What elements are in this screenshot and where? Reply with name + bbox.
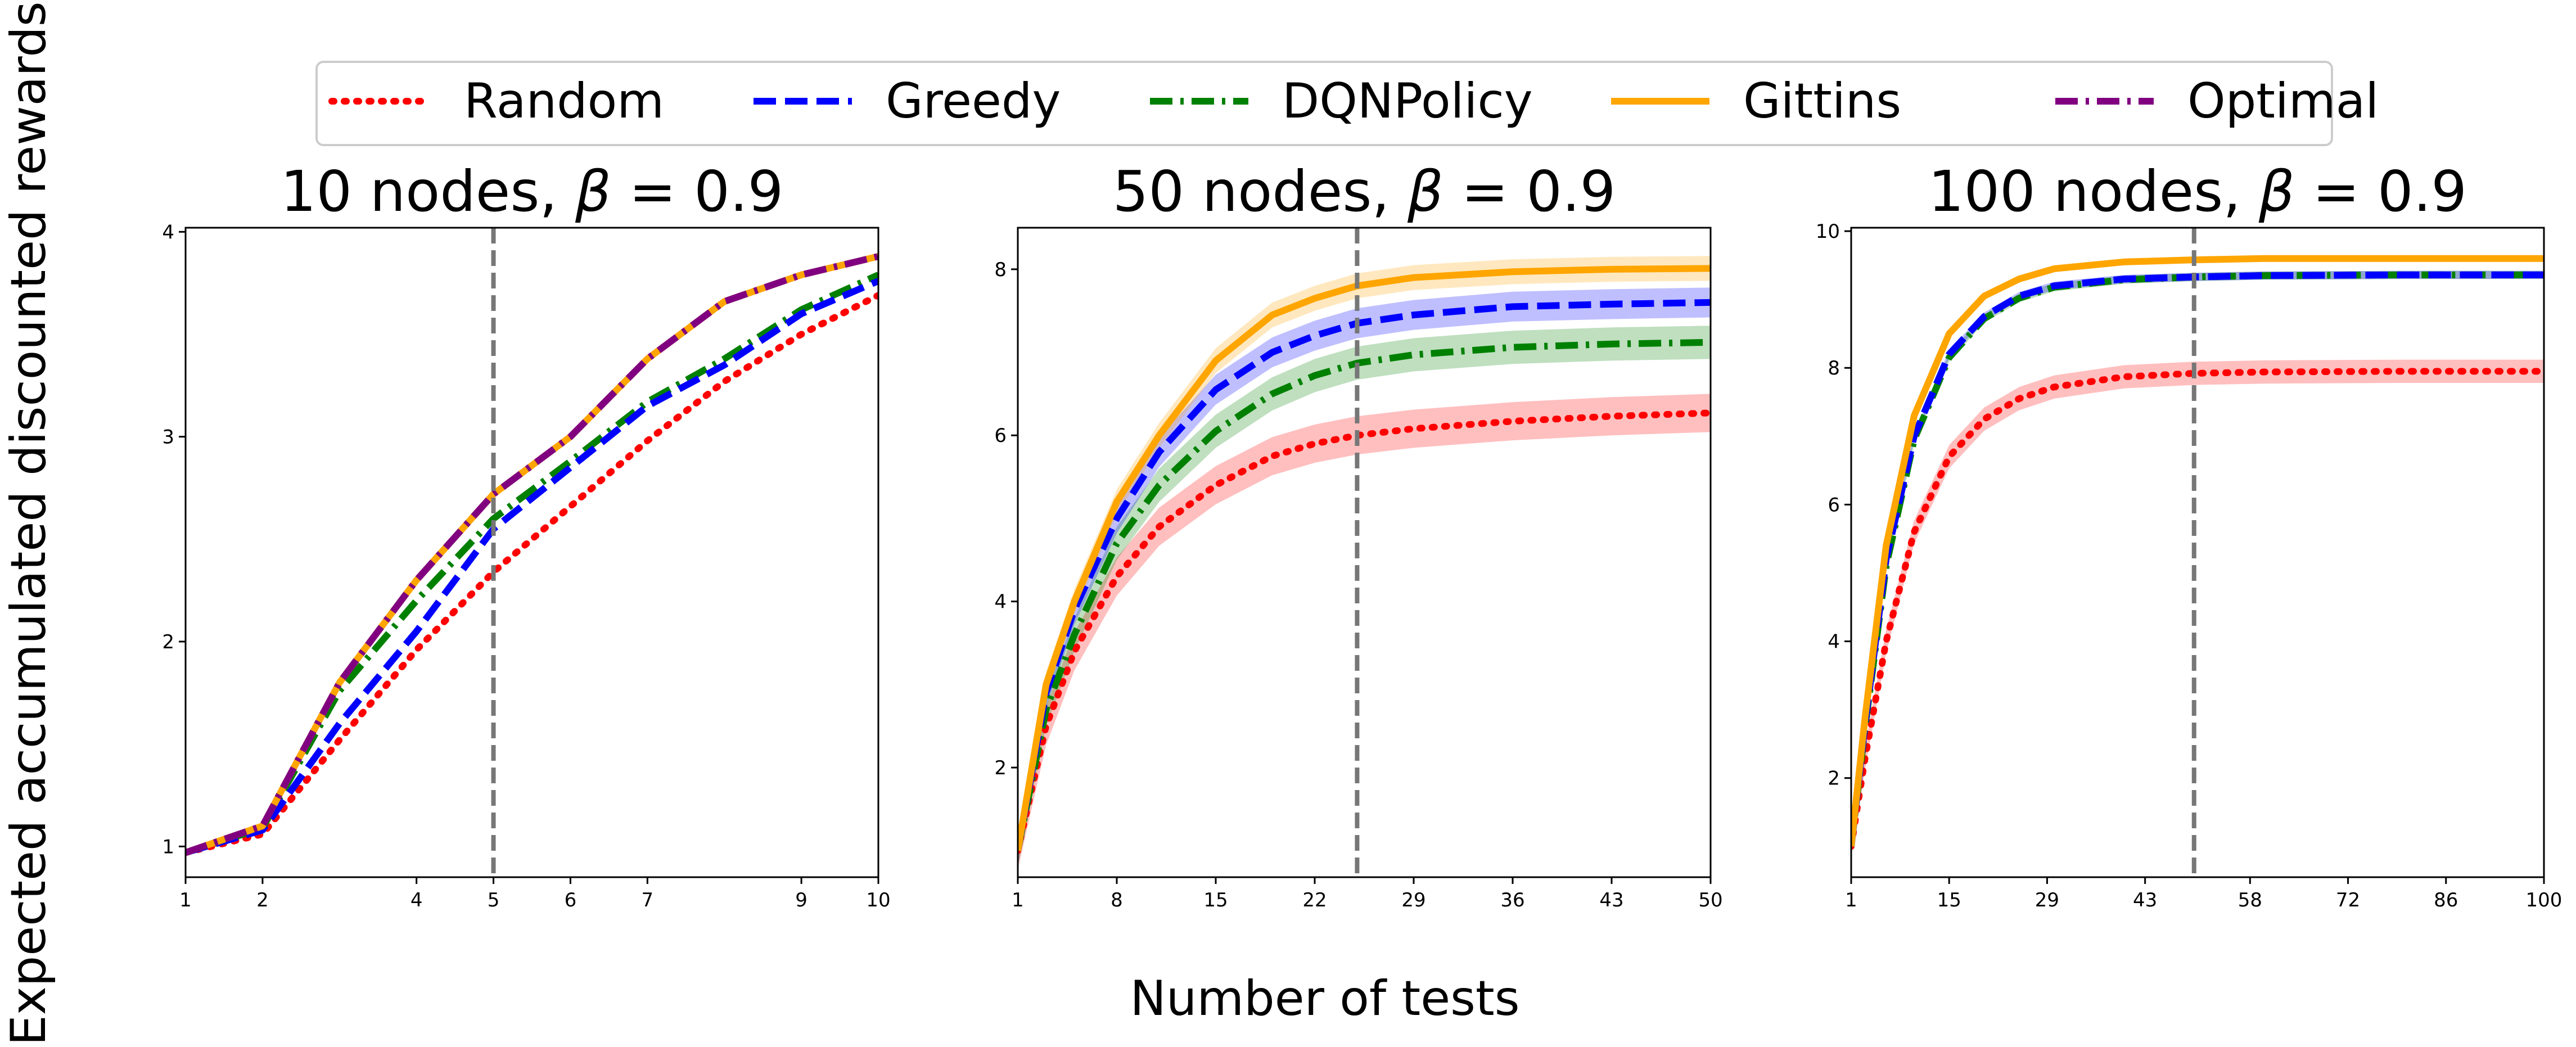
x-tick-label: 1	[1012, 889, 1024, 911]
beta-symbol: β	[1407, 159, 1443, 224]
series-line-greedy	[1018, 299, 1711, 851]
beta-symbol: β	[2258, 159, 2295, 224]
band-greedy	[1851, 270, 2544, 851]
x-tick-label: 50	[1698, 889, 1722, 911]
legend-entry-dqn: DQNPolicy	[1150, 73, 1533, 129]
legend-label-gittins: Gittins	[1743, 73, 1901, 129]
x-tick-label: 1	[1845, 889, 1857, 911]
series-line-greedy	[186, 278, 878, 856]
band-dqn	[1851, 270, 2544, 851]
x-tick-label: 15	[1203, 889, 1228, 911]
series-line-gittins	[1018, 265, 1711, 851]
plot-area	[1851, 255, 2544, 858]
y-tick-label: 4	[162, 221, 174, 243]
panel-title: 100 nodes, β = 0.9	[1928, 159, 2467, 224]
series-line-dqn	[1018, 339, 1711, 851]
x-axis-label: Number of tests	[1130, 971, 1520, 1027]
y-tick-label: 2	[994, 757, 1007, 779]
legend-entry-optimal: Optimal	[2055, 73, 2379, 129]
panel-title: 10 nodes, β = 0.9	[281, 159, 784, 224]
beta-symbol: β	[575, 159, 611, 224]
x-tick-label: 100	[2526, 889, 2563, 911]
x-tick-label: 7	[642, 889, 654, 911]
panel-3: 100 nodes, β = 0.9 1 15 29 43 58 72 86 100 2 4 6 8 10	[1816, 159, 2563, 911]
series-line-dqn	[186, 272, 878, 856]
band-random	[1851, 359, 2544, 858]
legend-entry-random: Random	[328, 73, 664, 129]
x-tick-label: 72	[2336, 889, 2360, 911]
x-tick-label: 86	[2434, 889, 2458, 911]
panel-title-prefix: 50 nodes,	[1113, 159, 1407, 224]
y-tick-label: 6	[1828, 494, 1840, 516]
x-tick-label: 10	[866, 889, 890, 911]
panel-title-suffix: = 0.9	[1443, 159, 1616, 224]
x-tick-label: 58	[2238, 889, 2262, 911]
y-tick-label: 6	[994, 425, 1007, 447]
y-tick-label: 2	[162, 631, 174, 653]
x-tick-label: 9	[795, 889, 807, 911]
band-random	[1018, 394, 1711, 870]
series-line-random	[186, 292, 878, 856]
legend-label-random: Random	[464, 73, 664, 129]
legend-entry-greedy: Greedy	[754, 73, 1061, 129]
y-tick-label: 8	[994, 259, 1007, 281]
legend-label-dqn: DQNPolicy	[1282, 73, 1533, 129]
y-tick-label: 4	[1828, 631, 1840, 653]
x-tick-label: 6	[565, 889, 577, 911]
legend-label-optimal: Optimal	[2187, 73, 2379, 129]
y-tick-label: 3	[162, 426, 174, 449]
series-line-random	[1018, 409, 1711, 854]
series-line-optimal	[186, 253, 878, 856]
x-tick-label: 43	[1599, 889, 1623, 911]
x-tick-label: 8	[1111, 889, 1123, 911]
x-tick-label: 22	[1302, 889, 1327, 911]
x-tick-label: 43	[2133, 889, 2157, 911]
plot-area	[186, 253, 878, 856]
x-tick-label: 4	[410, 889, 423, 911]
legend-frame	[315, 61, 2333, 146]
panel-1: 10 nodes, β = 0.9 1 2 4 5 6 7 9 10 1 2 3 4	[162, 159, 890, 911]
legend: Random Greedy DQNPolicy Gittins Optimal	[315, 61, 2379, 146]
x-tick-label: 36	[1500, 889, 1524, 911]
panel-title-suffix: = 0.9	[2295, 159, 2467, 224]
panel-title-prefix: 100 nodes,	[1928, 159, 2259, 224]
panel-2: 50 nodes, β = 0.9 1 8 15 22 29 36 43 50 2 4 6 8	[994, 159, 1722, 911]
axes-frame	[1017, 227, 1712, 878]
series-line-gittins	[186, 253, 878, 856]
y-tick-label: 2	[1828, 768, 1840, 790]
series-line-random	[1851, 368, 2544, 850]
x-tick-label: 2	[256, 889, 269, 911]
y-tick-label: 8	[1828, 357, 1840, 380]
legend-entry-gittins: Gittins	[1611, 73, 1901, 129]
panel-title-suffix: = 0.9	[611, 159, 783, 224]
x-tick-label: 29	[2035, 889, 2059, 911]
panel-title: 50 nodes, β = 0.9	[1113, 159, 1616, 224]
series-line-gittins	[1851, 255, 2544, 847]
x-tick-label: 15	[1937, 889, 1961, 911]
panel-title-prefix: 10 nodes,	[281, 159, 575, 224]
x-tick-label: 29	[1401, 889, 1425, 911]
band-dqn	[1018, 326, 1711, 868]
axes-frame	[1850, 227, 2545, 878]
y-tick-label: 1	[162, 836, 174, 858]
plot-area	[1018, 256, 1711, 870]
y-tick-label: 4	[994, 591, 1007, 613]
axes-frame	[184, 227, 879, 878]
x-tick-label: 1	[179, 889, 192, 911]
y-axis-label: Expected accumulated discounted rewards	[1, 1, 57, 1045]
x-tick-label: 5	[488, 889, 500, 911]
y-tick-label: 10	[1816, 220, 1840, 243]
legend-label-greedy: Greedy	[886, 73, 1061, 129]
